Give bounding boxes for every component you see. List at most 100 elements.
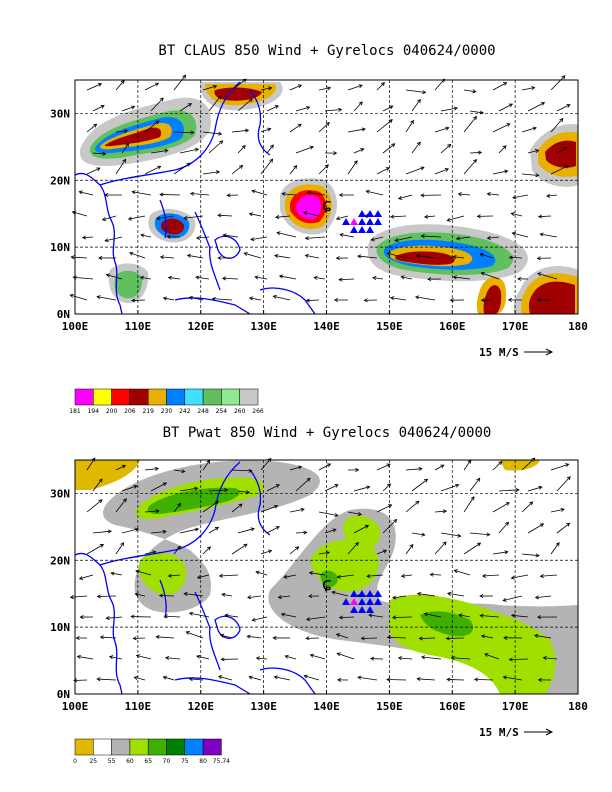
wind-vector xyxy=(179,487,198,492)
wind-vector xyxy=(266,144,274,154)
colorbar-swatch xyxy=(111,388,131,406)
wind-vector xyxy=(189,612,210,618)
colorbar-label: 70 xyxy=(163,758,171,765)
wind-vector xyxy=(480,253,494,259)
gyre-triangle-blue-icon xyxy=(358,598,366,605)
wind-vector xyxy=(480,615,500,618)
colorbar-swatch xyxy=(111,738,131,756)
wind-vector xyxy=(160,256,175,259)
wind-vector xyxy=(202,171,220,175)
wind-vector xyxy=(190,193,210,196)
wind-vector xyxy=(208,489,228,492)
wind-vector xyxy=(498,489,519,492)
wind-vector xyxy=(453,256,465,259)
wind-vector xyxy=(451,657,471,660)
lon-label: 110E xyxy=(125,320,152,333)
wind-vector xyxy=(247,635,262,639)
wind-vector xyxy=(260,550,272,555)
wind-vector xyxy=(86,123,97,133)
wind-vector xyxy=(86,499,103,513)
wind-vector xyxy=(492,502,510,513)
wind-vector xyxy=(144,468,159,471)
wind-vector xyxy=(527,102,545,112)
wind-vector xyxy=(339,278,355,281)
typhoon-symbol-icon: ɕ xyxy=(322,574,332,595)
wind-vector xyxy=(487,236,500,239)
wind-vector xyxy=(550,463,569,471)
wind-vector xyxy=(376,82,385,91)
wind-vector xyxy=(304,675,320,681)
wind-vector xyxy=(305,236,326,239)
wind-vector xyxy=(86,544,104,555)
wind-vector xyxy=(92,530,112,534)
wind-vector xyxy=(156,636,175,639)
wind-vector xyxy=(376,119,393,133)
wind-vector xyxy=(283,574,297,578)
wind-vector xyxy=(179,103,192,112)
colorbar-label: 75 xyxy=(181,758,189,765)
wind-vector xyxy=(150,150,168,154)
wind-vector xyxy=(218,214,233,217)
wind-vector xyxy=(249,213,262,217)
wind-vector xyxy=(134,676,146,681)
gyre-triangle-blue-icon xyxy=(358,606,366,613)
wind-vector xyxy=(398,657,413,660)
wind-vector xyxy=(274,255,291,259)
wind-vector xyxy=(419,637,436,639)
wind-vector xyxy=(339,616,355,619)
wind-vector xyxy=(251,190,268,196)
wind-vector xyxy=(371,236,384,241)
wind-vector xyxy=(535,595,552,599)
wind-vector xyxy=(392,595,407,599)
wind-vector xyxy=(484,653,500,660)
lon-label: 170E xyxy=(502,320,529,333)
lat-label: 30N xyxy=(50,487,70,500)
wind-vector xyxy=(115,498,127,513)
wind-vector xyxy=(347,160,358,175)
wind-vector xyxy=(556,476,571,492)
wind-vector xyxy=(434,168,449,175)
wind-vector xyxy=(231,469,252,472)
colorbar-label: 65 xyxy=(144,758,152,765)
reference-vector-label: 15 M/S xyxy=(479,726,519,739)
wind-vector xyxy=(115,465,126,471)
colorbar-swatch xyxy=(202,388,222,406)
colorbar-swatch xyxy=(129,738,149,756)
wind-vector xyxy=(173,162,191,175)
wind-vector xyxy=(314,277,326,280)
wind-vector xyxy=(527,149,539,154)
wind-vector xyxy=(282,193,297,196)
wind-vector xyxy=(231,78,247,91)
wind-vector xyxy=(440,484,459,492)
wind-vector xyxy=(266,484,280,492)
wind-vector xyxy=(550,118,564,133)
colorbar-label: 181 xyxy=(69,408,81,415)
wind-vector xyxy=(540,233,558,238)
wind-vector xyxy=(187,254,204,259)
wind-vector xyxy=(498,522,509,534)
wind-vector xyxy=(376,463,391,471)
wind-vector xyxy=(347,511,362,515)
colorbar-label: 200 xyxy=(106,408,118,415)
colorbar-label: 80 xyxy=(199,758,207,765)
wind-vector xyxy=(77,656,94,660)
wind-vector xyxy=(295,531,307,534)
wind-vector xyxy=(184,593,204,597)
wind-vector xyxy=(237,490,250,493)
colorbar-label: 266 xyxy=(252,408,264,415)
wind-vector xyxy=(92,152,106,155)
wind-vector xyxy=(498,103,513,112)
colorbar-swatch xyxy=(184,738,204,756)
wind-vector xyxy=(115,542,124,555)
wind-vector xyxy=(97,678,117,681)
wind-vector xyxy=(372,277,384,280)
colorbar-label: 242 xyxy=(179,408,191,415)
wind-vector xyxy=(512,232,529,238)
gyre-triangle-blue-icon xyxy=(342,218,350,225)
wind-vector xyxy=(121,106,135,112)
wind-vector xyxy=(511,614,529,618)
wind-vector xyxy=(202,131,222,135)
wind-vector xyxy=(337,574,355,578)
wind-vector xyxy=(279,275,297,280)
wind-vector xyxy=(281,613,297,618)
